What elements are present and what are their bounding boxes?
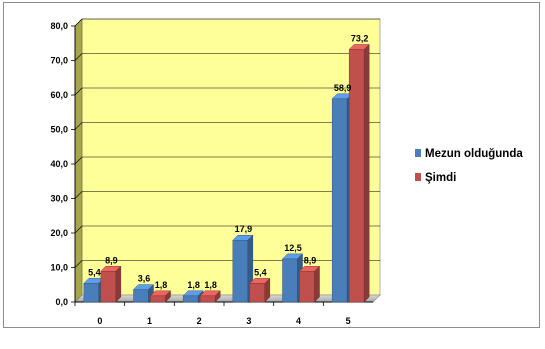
gridlines [74,18,380,268]
data-label: 58,9 [334,83,352,93]
data-label: 73,2 [351,33,369,43]
gridline-side [74,122,83,130]
gridline-side [74,18,83,27]
x-tick-label: 3 [246,316,251,326]
legend-swatch-mezun [415,149,421,157]
bar-simdi-0 [100,271,117,303]
y-tick-label: 20,0 [50,228,68,238]
bar-side-simdi-1 [165,290,171,303]
bottom-blank-area [0,330,545,349]
bar-side-simdi-3 [264,277,271,303]
y-tick-label: 10,0 [50,263,68,273]
x-tick-label: 5 [346,316,351,326]
bar-simdi-1 [150,295,166,303]
x-tick-label: 4 [296,316,301,326]
bar-mezun-3 [232,239,249,303]
gridline-side [74,260,83,268]
data-label: 5,4 [88,267,101,277]
data-label: 5,4 [254,267,267,277]
x-tick-label: 1 [147,316,152,326]
data-label: 3,6 [138,274,151,284]
bar-mezun-2 [182,295,199,303]
bar-side-simdi-2 [214,290,221,303]
y-tick-label: 60,0 [50,90,68,100]
data-labels: 5,48,93,61,8 1,8 1,817,95,412,58,958,973,2 [88,33,368,289]
bar-mezun-1 [133,289,149,303]
data-label: 17,9 [235,224,253,234]
y-tick-label: 70,0 [50,56,68,66]
bar-mezun-4 [282,258,298,303]
legend-label-simdi: Şimdi [425,172,456,184]
gridline-side [74,225,83,234]
data-label: 8,9 [304,255,317,265]
bar-mezun-0 [83,283,100,303]
bar-side-simdi-4 [314,265,320,303]
x-tick-label: 2 [197,316,202,326]
legend: Mezun olduğunda Şimdi [415,148,523,184]
bar-simdi-2 [199,295,216,303]
x-tick-label: 0 [97,316,102,326]
y-tick-label: 30,0 [50,194,68,204]
y-tick-label: 40,0 [50,159,68,169]
data-label: 1,8 [155,280,168,290]
axes: 0,0 10,0 20,0 30,0 40,0 50,0 60,0 70,0 80,0 0 1 2 3 4… [50,21,373,326]
data-label: 1,8 [187,280,200,290]
bar-simdi-3 [249,283,266,303]
data-label: 1,8 [204,280,217,290]
legend-label-mezun: Mezun olduğunda [425,148,523,160]
y-tick-label: 50,0 [50,125,68,135]
data-label: 8,9 [105,255,118,265]
data-label: 12,5 [284,243,302,253]
bar-mezun-5 [331,98,348,303]
bars [83,43,370,303]
y-tick-label: 0,0 [55,297,68,307]
gridline-side [74,156,83,165]
legend-swatch-simdi [415,173,421,181]
bar-side-simdi-0 [115,265,122,303]
gridline-side [74,191,83,199]
y-tick-label: 80,0 [50,21,68,31]
gridline-side [74,87,83,96]
bar-simdi-4 [299,271,315,303]
bar-side-simdi-5 [363,43,370,303]
gridline-side [74,53,83,61]
